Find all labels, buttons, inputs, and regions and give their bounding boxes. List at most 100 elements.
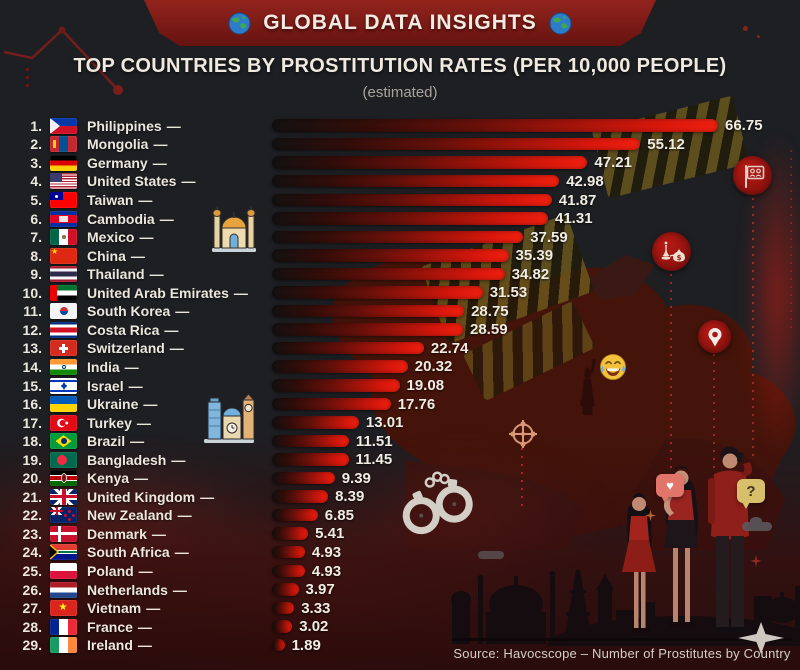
country-label: United Arab Emirates xyxy=(87,284,229,301)
rank-label: 16. xyxy=(22,396,42,413)
header-banner: GLOBAL DATA INSIGHTS xyxy=(144,0,656,46)
value-bar xyxy=(272,360,408,373)
country-label: Thailand xyxy=(87,266,145,283)
chart-row: 6. Cambodia — 41.31 xyxy=(0,209,800,228)
value-bar xyxy=(272,471,335,485)
rank-label: 12. xyxy=(22,321,42,338)
rank-label: 22. xyxy=(22,507,42,524)
value-label: 1.89 xyxy=(291,636,321,654)
value-label: 55.12 xyxy=(647,135,685,153)
value-label: 34.82 xyxy=(511,265,550,283)
value-bar xyxy=(272,620,293,633)
value-label: 17.76 xyxy=(397,395,436,413)
value-label: 41.31 xyxy=(555,210,593,228)
value-bar xyxy=(272,490,329,503)
country-label: Costa Rica xyxy=(87,321,160,338)
value-label: 6.85 xyxy=(324,506,354,524)
rank-label: 1. xyxy=(30,117,42,134)
value-label: 13.01 xyxy=(365,414,404,432)
dash: — xyxy=(152,154,167,171)
value-bar xyxy=(272,137,641,151)
dash: — xyxy=(128,377,143,394)
country-label: Ireland xyxy=(87,637,133,654)
chart-row: 21. United Kingdom — 8.39 xyxy=(0,487,800,506)
dash: — xyxy=(138,192,153,208)
country-label: Taiwan xyxy=(87,192,134,208)
rank-label: 26. xyxy=(22,581,42,598)
flag-icon-tr xyxy=(50,414,77,431)
rank-label: 21. xyxy=(22,488,42,505)
rank-label: 18. xyxy=(22,433,42,450)
source-credit: Source: Havocscope – Number of Prostitut… xyxy=(453,646,791,661)
chart-row: 14. India — 20.32 xyxy=(0,357,800,376)
value-label: 35.39 xyxy=(515,247,554,265)
country-label: South Africa xyxy=(87,544,170,561)
flag-icon-fr xyxy=(50,618,77,635)
dash: — xyxy=(181,173,196,190)
value-label: 28.59 xyxy=(470,321,508,339)
flag-icon-ua xyxy=(50,396,77,413)
value-label: 5.41 xyxy=(315,525,345,543)
value-label: 66.75 xyxy=(725,117,763,135)
rank-label: 19. xyxy=(22,451,42,468)
value-label: 3.02 xyxy=(299,618,329,636)
dash: — xyxy=(166,117,181,134)
flag-icon-kh xyxy=(50,210,77,227)
chart-row: 28. France — 3.02 xyxy=(0,617,800,636)
page-title: TOP COUNTRIES BY PROSTITUTION RATES (PER… xyxy=(73,55,727,77)
chart-row: 3. Germany — 47.21 xyxy=(0,153,800,172)
dash: — xyxy=(138,563,153,579)
value-label: 31.53 xyxy=(489,284,528,302)
dash: — xyxy=(137,618,152,635)
value-bar xyxy=(272,174,560,188)
chart-row: 4. United States — 42.98 xyxy=(0,172,800,191)
value-bar xyxy=(272,453,349,466)
value-label: 20.32 xyxy=(414,358,453,376)
value-bar xyxy=(272,230,524,244)
flag-icon-ae xyxy=(50,284,77,301)
country-label: Ukraine xyxy=(87,396,139,413)
flag-icon-cr xyxy=(50,321,77,338)
country-label: United States xyxy=(87,173,177,190)
value-bar xyxy=(272,379,400,392)
value-bar xyxy=(272,638,285,652)
dash: — xyxy=(174,544,189,561)
chart-row: 25. Poland — 4.93 xyxy=(0,562,800,581)
dash: — xyxy=(124,358,139,375)
flag-icon-br xyxy=(50,433,77,450)
rank-label: 15. xyxy=(22,377,42,394)
country-label: Turkey xyxy=(87,414,132,431)
rank-label: 10. xyxy=(22,284,42,301)
dash: — xyxy=(130,247,145,264)
value-bar xyxy=(272,527,309,540)
chart-row: 5. Taiwan — 41.87 xyxy=(0,191,800,210)
rank-label: 17. xyxy=(22,414,42,431)
country-label: New Zealand xyxy=(87,507,173,524)
value-label: 41.87 xyxy=(558,191,597,209)
value-label: 3.97 xyxy=(305,581,335,599)
chart-row: 23. Denmark — 5.41 xyxy=(0,524,800,543)
dash: — xyxy=(151,525,166,542)
flag-icon-za xyxy=(50,544,77,561)
rank-label: 13. xyxy=(22,340,42,357)
value-bar xyxy=(272,119,718,132)
chart-row: 13. Switzerland — 22.74 xyxy=(0,339,800,358)
dash: — xyxy=(169,340,184,357)
dash: — xyxy=(137,637,152,654)
country-label: Mexico xyxy=(87,229,135,246)
flag-icon-il xyxy=(50,377,77,394)
value-bar xyxy=(272,583,299,596)
value-bar xyxy=(272,434,349,448)
rank-label: 11. xyxy=(23,303,42,320)
country-label: Kenya xyxy=(87,470,130,487)
country-label: Germany xyxy=(87,154,148,171)
value-bar xyxy=(272,397,391,411)
chart-row: 26. Netherlands — 3.97 xyxy=(0,580,800,599)
chart-row: 8. China— 35.39 xyxy=(0,246,800,265)
flag-icon-ie xyxy=(50,637,77,654)
rank-label: 28. xyxy=(22,618,42,635)
rank-label: 14. xyxy=(22,358,42,375)
flag-icon-ph xyxy=(50,117,77,134)
dash: — xyxy=(172,581,187,598)
